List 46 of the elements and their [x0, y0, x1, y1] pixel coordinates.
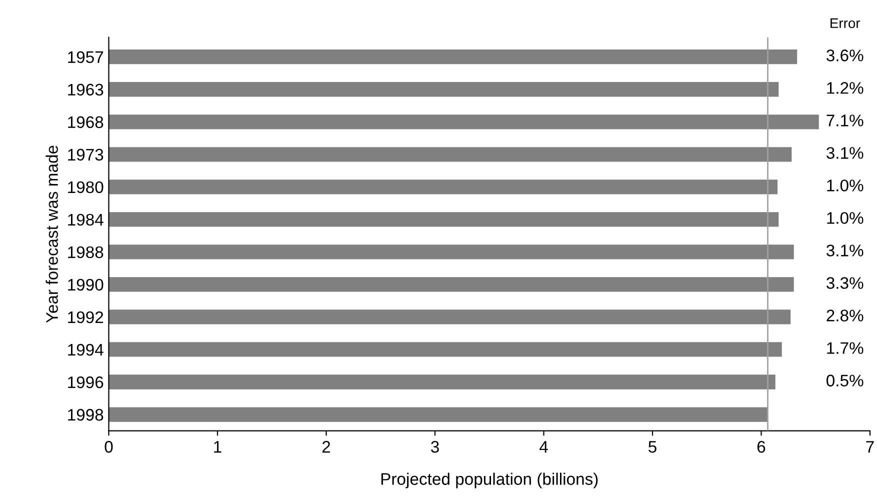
x-tick-label: 1 [214, 441, 222, 453]
x-tick-label: 3 [430, 440, 439, 453]
annotation: 3.6% [826, 50, 864, 62]
annotation: 3.1% [826, 147, 864, 159]
annotation: 1.0% [827, 212, 864, 224]
x-tick-label: 6 [757, 440, 766, 453]
bar [108, 114, 819, 130]
text: Error [830, 18, 860, 28]
bar [108, 244, 794, 260]
y-tick-label: 1973 [68, 148, 104, 161]
annotation: 1.0% [827, 180, 864, 192]
annotation: 0.5% [826, 374, 864, 386]
x-axis-title: Projected population (billions) [381, 472, 598, 488]
y-tick-label: 1980 [68, 181, 104, 194]
bar [108, 212, 779, 227]
y-tick-label: 1992 [68, 311, 104, 324]
y-tick-label: 1996 [68, 376, 104, 388]
y-axis-title: Year forecast was made [46, 146, 58, 323]
bar [108, 342, 782, 357]
bar [108, 82, 779, 97]
x-tick-label: 4 [539, 441, 548, 453]
y-tick-label: 1994 [68, 344, 104, 356]
annotation: 3.3% [826, 277, 864, 289]
y-tick-label: 1984 [68, 214, 104, 226]
bar [108, 310, 791, 324]
annotation: 7.1% [826, 114, 864, 126]
y-tick-label: 1963 [68, 84, 104, 96]
y-tick-label: 1990 [68, 278, 104, 291]
annotation: 2.8% [826, 310, 864, 322]
bar [108, 180, 778, 194]
x-tick-label: 0 [104, 440, 113, 453]
annotation: 1.2% [827, 82, 864, 94]
y-tick-label: 1988 [68, 246, 104, 258]
annotation: 3.1% [826, 244, 864, 256]
y-tick-label: 1998 [68, 408, 104, 421]
bar [108, 277, 794, 292]
bar [108, 374, 776, 390]
x-tick-label: 2 [322, 440, 330, 453]
annotation: 1.7% [827, 342, 864, 354]
bar [108, 50, 798, 64]
bar [108, 147, 792, 162]
bar [108, 407, 768, 422]
x-tick-label: 7 [866, 441, 874, 453]
y-tick-label: 1968 [68, 116, 104, 128]
y-tick-label: 1957 [68, 51, 104, 64]
x-tick-label: 5 [648, 441, 656, 453]
